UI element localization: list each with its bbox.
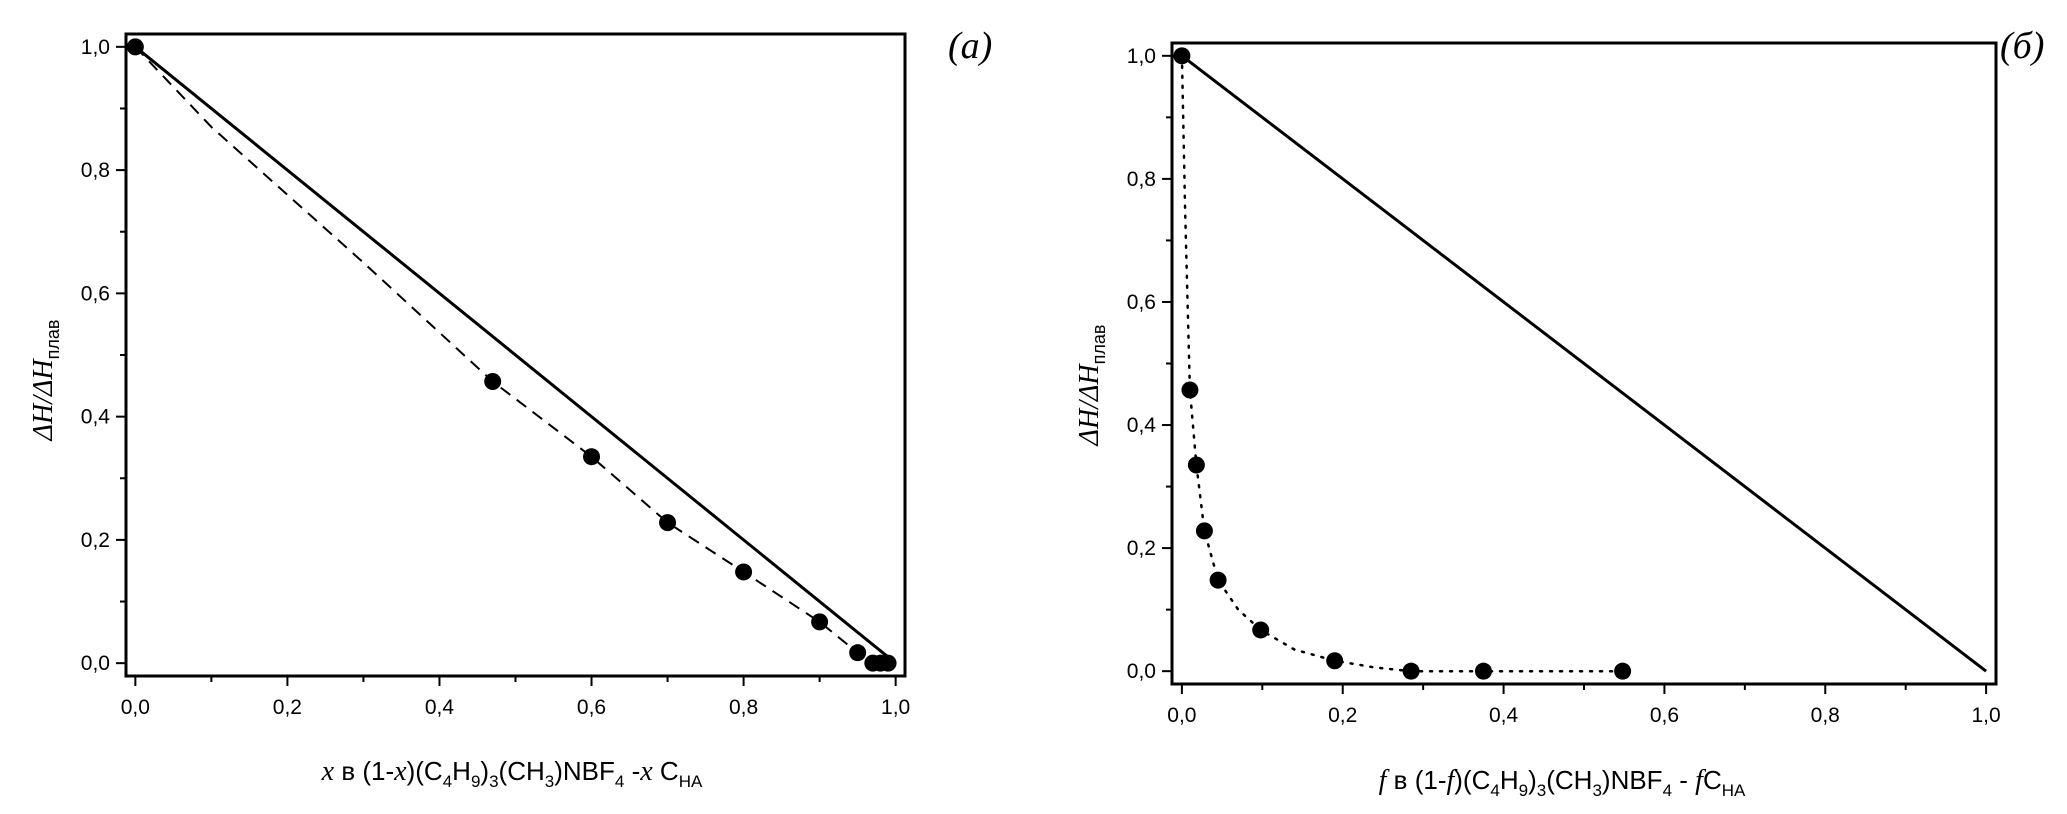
panel-b-y-axis-label: ΔH/ΔHплав <box>1074 325 1109 447</box>
panel-a-solid-line <box>134 45 897 665</box>
panel-a-data-point-2 <box>583 448 601 466</box>
panel-b-x-tick-label-2: 0,4 <box>1489 704 1519 727</box>
panel-b-data-point-1 <box>1181 381 1199 399</box>
panel-b-data-point-4 <box>1209 571 1227 589</box>
panel-a-x-tick-label-0: 0,0 <box>121 696 150 719</box>
panel-a-data-point-6 <box>849 644 867 662</box>
panel-b-x-tick-label-3: 0,6 <box>1650 704 1679 727</box>
panel-b-x-tick-label-4: 0,8 <box>1811 704 1840 727</box>
panel-b-data-point-5 <box>1252 621 1270 639</box>
panel-a-marks <box>126 38 897 672</box>
panel-a-y-tick-label-4: 0,8 <box>81 159 110 182</box>
panel-a-y-tick-label-2: 0,4 <box>81 406 111 429</box>
panel-a-y-tick-label-1: 0,2 <box>81 529 110 552</box>
panel-a-y-axis-label: ΔH/ΔHплав <box>28 320 63 442</box>
chart-panel-b: 0,0 0,2 0,4 0,6 0,8 1,0 0,0 0,2 0,4 0,6 0,8 1,0 (б)… <box>1074 25 2044 800</box>
panel-a-y-tick-label-3: 0,6 <box>81 282 110 305</box>
panel-a-x-tick-label-1: 0,2 <box>273 696 302 719</box>
panel-b-x-axis-label: f в (1-f)(C4H9)3(CH3)NBF4 - fCНА <box>1379 765 1746 800</box>
panel-b-x-tick-label-5: 1,0 <box>1972 704 2001 727</box>
panel-b-data-point-9 <box>1614 662 1632 680</box>
panel-b-x-tick-label-0: 0,0 <box>1167 704 1196 727</box>
panel-b-y-tick-label-0: 0,0 <box>1127 660 1156 683</box>
panel-a-x-axis-label: x в (1-x)(C4H9)3(CH3)NBF4 -x CНА <box>321 756 703 791</box>
panel-b-label: (б) <box>2000 25 2044 67</box>
panel-a-x-tick-label-4: 0,8 <box>729 696 758 719</box>
panel-b-x-tick-label-1: 0,2 <box>1328 704 1357 727</box>
panel-b-data-point-0 <box>1173 47 1191 65</box>
panel-b-ticks: 0,0 0,2 0,4 0,6 0,8 1,0 0,0 0,2 0,4 0,6 0,8 1,0 <box>1127 45 2001 727</box>
panel-b-y-tick-label-1: 0,2 <box>1127 537 1156 560</box>
panel-a-label: (a) <box>948 25 992 67</box>
panel-a-x-tick-label-5: 1,0 <box>881 696 910 719</box>
panel-b-y-tick-label-2: 0,4 <box>1127 414 1157 437</box>
panel-b-data-point-7 <box>1402 662 1420 680</box>
panel-b-data-point-2 <box>1187 456 1205 474</box>
panel-a-x-tick-label-3: 0,6 <box>577 696 606 719</box>
chart-panel-a: 0,0 0,2 0,4 0,6 0,8 1,0 0,0 0,2 0,4 0,6 0,8 1,0 (a)… <box>28 25 992 791</box>
panel-a-y-tick-label-0: 0,0 <box>81 652 110 675</box>
panel-a-ticks: 0,0 0,2 0,4 0,6 0,8 1,0 0,0 0,2 0,4 0,6 0,8 1,0 <box>81 36 910 719</box>
panel-a-y-tick-label-5: 1,0 <box>81 36 110 59</box>
panel-b-data-point-8 <box>1474 662 1492 680</box>
panel-a-data-point-3 <box>659 514 677 532</box>
panel-a-data-point-9 <box>879 654 897 672</box>
panel-b-solid-line <box>1180 54 1988 673</box>
panel-b-y-tick-label-5: 1,0 <box>1127 45 1156 68</box>
panel-b-y-tick-label-3: 0,6 <box>1127 291 1156 314</box>
panel-a-data-point-1 <box>484 373 502 391</box>
panel-a-x-tick-label-2: 0,4 <box>425 696 455 719</box>
panel-a-data-point-4 <box>735 563 753 581</box>
panel-a-data-point-0 <box>126 38 144 56</box>
panel-b-marks <box>1173 47 1988 680</box>
panel-b-y-tick-label-4: 0,8 <box>1127 168 1156 191</box>
panel-b-data-point-3 <box>1195 522 1213 540</box>
panel-b-data-point-6 <box>1326 652 1344 670</box>
panel-a-data-point-5 <box>811 613 829 631</box>
